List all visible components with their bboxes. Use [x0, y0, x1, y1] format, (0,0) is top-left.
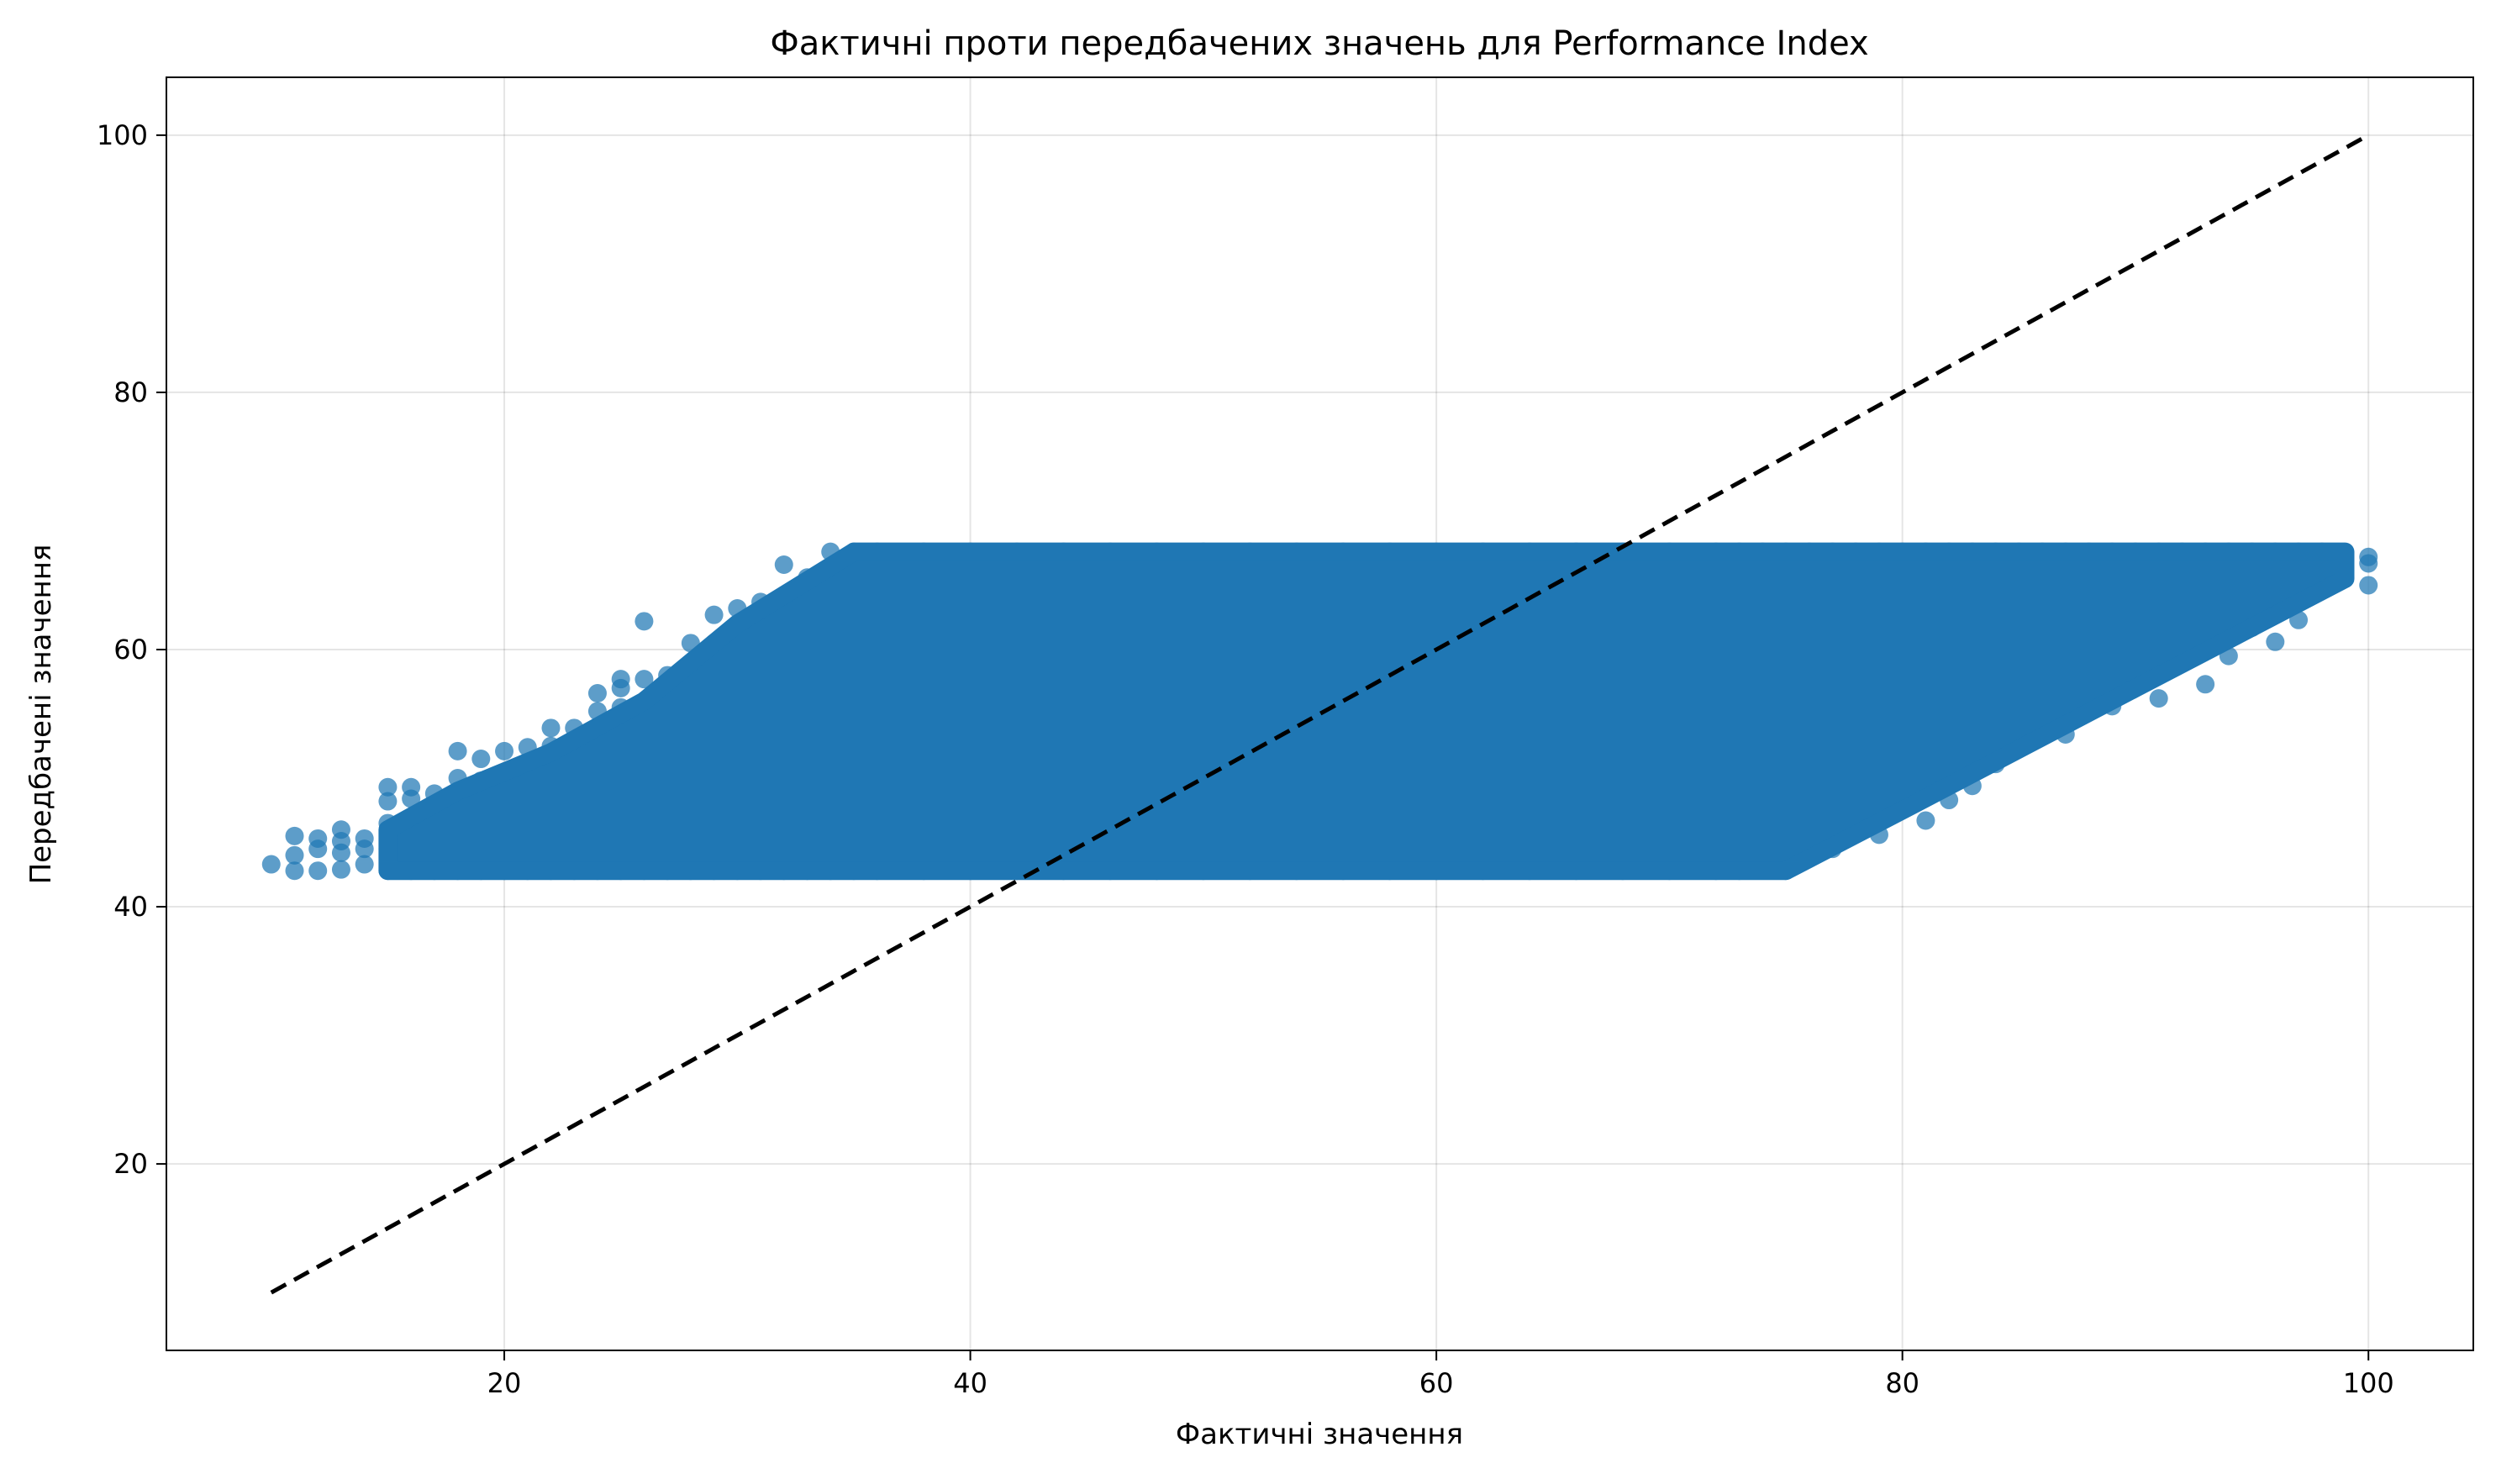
data-point-17 [378, 792, 398, 811]
x-tick-label-4: 100 [2343, 1367, 2394, 1399]
data-point-2 [285, 845, 304, 865]
y-tick-label-0: 20 [113, 1148, 148, 1180]
data-point-258 [2149, 689, 2168, 708]
plot-frame [166, 76, 2474, 1351]
data-point-81 [635, 670, 654, 689]
data-point-82 [635, 612, 654, 631]
reference-line [270, 133, 2370, 1295]
y-tick-label-1: 40 [113, 891, 148, 923]
data-point-7 [331, 860, 350, 879]
point-density-band [378, 542, 2355, 881]
data-point-273 [2266, 632, 2285, 651]
x-axis-label: Фактичні значення [1176, 1418, 1463, 1451]
data-point-23 [402, 777, 421, 797]
data-point-1 [285, 861, 304, 881]
data-point-11 [355, 855, 374, 874]
data-point-18 [378, 777, 398, 797]
data-point-135 [774, 555, 793, 574]
y-tick-label-3: 80 [113, 376, 148, 408]
x-tick-label-2: 60 [1419, 1367, 1454, 1399]
x-axis: 20 40 60 80 100 [487, 1350, 2394, 1399]
x-tick-label-3: 80 [1885, 1367, 1919, 1399]
data-point-6 [308, 829, 328, 848]
data-point-106 [704, 605, 724, 624]
data-point-264 [2196, 675, 2215, 694]
data-point-0 [261, 855, 281, 874]
data-point-13 [355, 829, 374, 848]
x-tick-label-1: 40 [953, 1367, 987, 1399]
data-point-286 [2359, 547, 2378, 566]
data-point-37 [471, 750, 491, 769]
data-point-228 [1916, 811, 1935, 830]
data-point-284 [2359, 576, 2378, 595]
plot-area [166, 76, 2474, 1351]
data-point-3 [285, 826, 304, 845]
data-point-74 [611, 670, 630, 689]
y-axis: 20 40 60 80 100 [97, 119, 166, 1180]
data-point-53 [541, 718, 561, 738]
data-point-66 [587, 684, 607, 703]
data-point-10 [331, 820, 350, 839]
y-tick-label-4: 100 [97, 119, 148, 151]
y-axis-label: Передбачені значення [24, 545, 58, 885]
chart-title: Фактичні проти передбачених значень для … [770, 24, 1868, 63]
dense-point-region [378, 542, 2355, 881]
data-point-42 [495, 741, 514, 760]
data-point-32 [448, 741, 467, 760]
x-tick-label-0: 20 [487, 1367, 522, 1399]
data-point-4 [308, 861, 328, 881]
y-tick-label-2: 60 [113, 634, 148, 666]
